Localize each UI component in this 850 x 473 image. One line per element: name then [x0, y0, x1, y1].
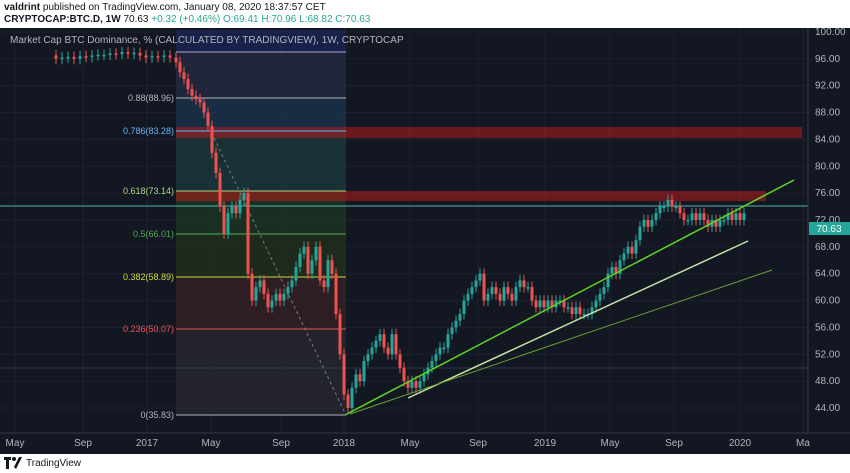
- price-tick-label: 76.00: [815, 188, 840, 199]
- published-text: published on TradingView.com, January 08…: [42, 2, 326, 13]
- last-price: 70.63: [123, 14, 149, 25]
- time-tick-label: Sep: [272, 438, 290, 449]
- price-tick-label: 60.00: [815, 296, 840, 307]
- footer: TradingView: [0, 454, 850, 473]
- price-tick-label: 44.00: [815, 403, 840, 414]
- price-tick-label: 88.00: [815, 108, 840, 119]
- publish-info: valdrint published on TradingView.com, J…: [4, 2, 326, 13]
- fib-zone-0786: [176, 98, 346, 131]
- time-tick-label: May: [6, 438, 25, 449]
- tradingview-brand[interactable]: TradingView: [26, 458, 82, 469]
- price-change: +0.32 (+0.46%): [151, 14, 221, 25]
- price-chart[interactable]: 100.00 96.00 92.00 88.00 84.00 80.00 76.00 72.0…: [0, 28, 850, 458]
- fib-zone-0: [176, 329, 346, 415]
- price-tick-label: 48.00: [815, 376, 840, 387]
- symbol-name: CRYPTOCAP:BTC.D, 1W: [4, 14, 121, 25]
- price-tick-label: 92.00: [815, 81, 840, 92]
- resistance-zone-lower: [176, 191, 766, 201]
- price-tick-label: 84.00: [815, 134, 840, 145]
- chart-title: Market Cap BTC Dominance, % (CALCULATED …: [10, 35, 404, 46]
- fib-connector: [213, 137, 345, 412]
- time-tick-label: Sep: [469, 438, 487, 449]
- price-tick-label: 68.00: [815, 242, 840, 253]
- time-tick-label: Sep: [74, 438, 92, 449]
- price-tick-label: 56.00: [815, 322, 840, 333]
- price-tick-label: 96.00: [815, 54, 840, 65]
- last-price-tag: [809, 222, 850, 235]
- price-tick-label: 64.00: [815, 269, 840, 280]
- trendline-long[interactable]: [349, 269, 773, 415]
- resistance-zone-upper: [176, 127, 802, 138]
- ohlc-values: O:69.41 H:70.96 L:68.82 C:70.63: [222, 14, 371, 25]
- trendline-steep[interactable]: [344, 179, 795, 416]
- price-tick-label: 52.00: [815, 349, 840, 360]
- price-tick-label: 80.00: [815, 161, 840, 172]
- time-tick-label: 2019: [534, 438, 557, 449]
- time-tick-label: May: [601, 438, 620, 449]
- time-tick-label: May: [202, 438, 221, 449]
- price-tick-label: 72.00: [815, 215, 840, 226]
- time-tick-label: Sep: [665, 438, 683, 449]
- fib-level-label: 0.88(88.96): [128, 93, 174, 103]
- fib-zone-0618: [176, 131, 346, 191]
- time-tick-label: Ma: [796, 438, 810, 449]
- price-tick-label: 100.00: [815, 28, 846, 38]
- fib-level-label: 0.236(50.07): [123, 324, 174, 334]
- tradingview-logo-icon[interactable]: [4, 457, 22, 469]
- fib-zone-top: [176, 30, 346, 52]
- time-tick-label: May: [401, 438, 420, 449]
- fib-level-label: 0(35.83): [140, 410, 174, 420]
- fib-level-label: 0.618(73.14): [123, 186, 174, 196]
- fib-level-label: 0.382(58.89): [123, 272, 174, 282]
- publisher-name[interactable]: valdrint: [4, 2, 41, 13]
- last-price-tag-label: 70.63: [816, 224, 841, 235]
- time-tick-label: 2020: [729, 438, 752, 449]
- trendline-mid[interactable]: [407, 240, 749, 399]
- symbol-info: CRYPTOCAP:BTC.D, 1W 70.63 +0.32 (+0.46%)…: [4, 14, 370, 25]
- header: valdrint published on TradingView.com, J…: [0, 0, 850, 28]
- time-tick-label: 2017: [136, 438, 159, 449]
- fib-level-label: 0.5(66.01): [133, 229, 174, 239]
- time-tick-label: 2018: [333, 438, 356, 449]
- fib-level-label: 0.786(83.28): [123, 126, 174, 136]
- fib-zone-0382: [176, 234, 346, 277]
- fib-zone-088: [176, 52, 346, 98]
